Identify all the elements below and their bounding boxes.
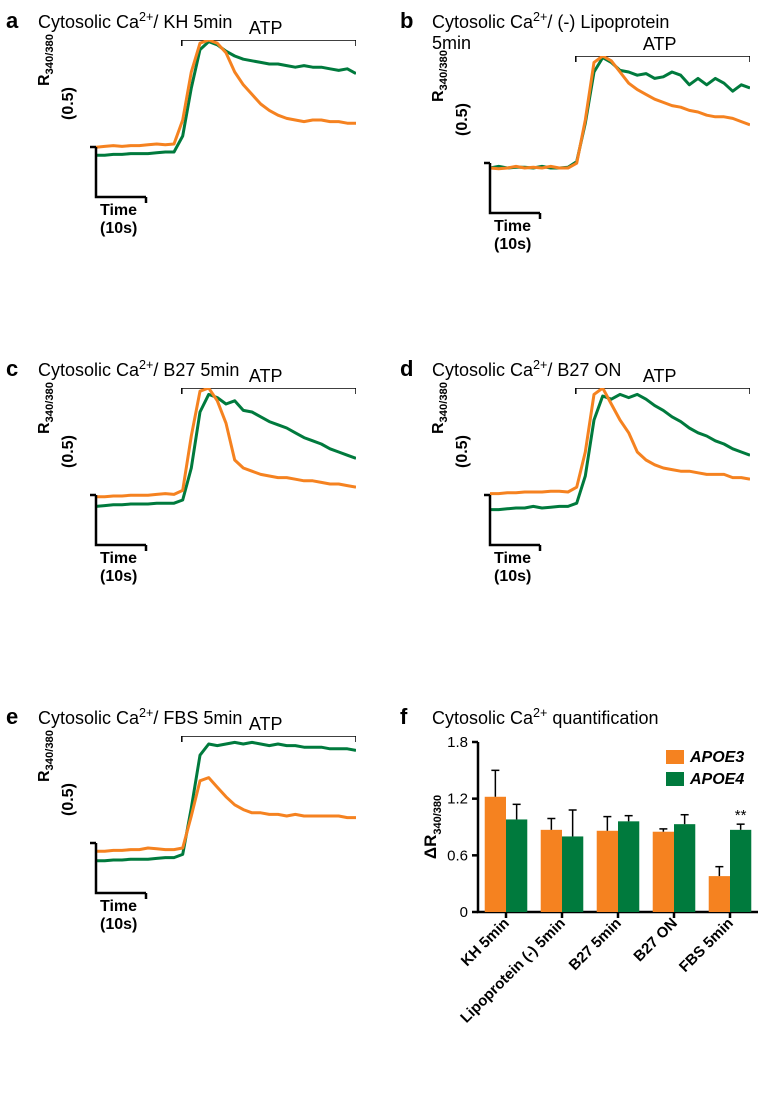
atp-label: ATP [643,34,677,55]
y-axis-label: R340/380 [430,16,450,136]
panel-c: cCytosolic Ca2+/ B27 5minATPR340/380(0.5… [6,356,366,686]
svg-text:**: ** [735,807,747,824]
y-scale: (0.5) [454,16,472,136]
panel-label-d: d [400,356,413,382]
bar-apoe3 [709,876,730,912]
y-scale: (0.5) [60,696,78,816]
y-scale: (0.5) [60,348,78,468]
svg-text:ΔR340/380: ΔR340/380 [421,795,444,859]
panel-b: bCytosolic Ca2+/ (-) Lipoprotein 5minATP… [400,8,760,338]
panel-label-b: b [400,8,413,34]
panel-d: dCytosolic Ca2+/ B27 ONATPR340/380(0.5)T… [400,356,760,686]
atp-bar [182,736,356,742]
y-scale: (0.5) [60,0,78,120]
panel-label-c: c [6,356,18,382]
atp-label: ATP [643,366,677,387]
y-axis-label: R340/380 [36,0,56,120]
bar-chart: 00.61.21.8KH 5minLipoprotein (-) 5minB27… [420,732,770,1082]
bar-apoe4 [506,819,527,912]
bar-apoe3 [597,831,618,912]
legend-swatch-apoe4 [666,772,684,786]
panel-f: f Cytosolic Ca2+ quantification 0 0.6 1.2 1.8… [400,704,770,1094]
svg-text:0.6: 0.6 [447,847,468,864]
svg-text:Lipoprotein (-) 5min: Lipoprotein (-) 5min [457,915,569,1027]
atp-label: ATP [249,366,283,387]
panel-e: eCytosolic Ca2+/ FBS 5minATPR340/380(0.5… [6,704,366,1034]
panel-label-e: e [6,704,18,730]
y-axis-label: R340/380 [430,348,450,468]
x-axis-label: Time(10s) [494,218,531,254]
legend-label-apoe4: APOE4 [689,771,744,788]
panel-title-f: Cytosolic Ca2+ quantification [432,706,658,729]
bar-apoe4 [562,836,583,912]
y-scale: (0.5) [454,348,472,468]
svg-text:1.2: 1.2 [447,791,468,808]
y-axis-label: R340/380 [36,348,56,468]
x-axis-label: Time(10s) [100,550,137,586]
svg-text:FBS 5min: FBS 5min [676,915,737,976]
atp-label: ATP [249,714,283,735]
x-axis-label: Time(10s) [100,898,137,934]
bar-apoe3 [653,832,674,912]
panel-label-a: a [6,8,18,34]
x-axis-label: Time(10s) [100,202,137,238]
y-axis-label: R340/380 [36,696,56,816]
bar-apoe3 [541,830,562,912]
legend-label-apoe3: APOE3 [689,749,744,766]
svg-text:1.8: 1.8 [447,734,468,751]
bar-apoe4 [618,821,639,912]
panel-label-f: f [400,704,407,730]
bar-apoe3 [485,797,506,912]
panel-a: aCytosolic Ca2+/ KH 5minATPR340/380(0.5)… [6,8,366,338]
svg-text:B27 ON: B27 ON [630,915,680,965]
legend-swatch-apoe3 [666,750,684,764]
svg-text:KH 5min: KH 5min [458,915,513,970]
x-axis-label: Time(10s) [494,550,531,586]
svg-text:B27 5min: B27 5min [566,915,625,974]
bar-apoe4 [674,824,695,912]
bar-apoe4 [730,830,751,912]
svg-text:0: 0 [460,904,468,921]
atp-label: ATP [249,18,283,39]
